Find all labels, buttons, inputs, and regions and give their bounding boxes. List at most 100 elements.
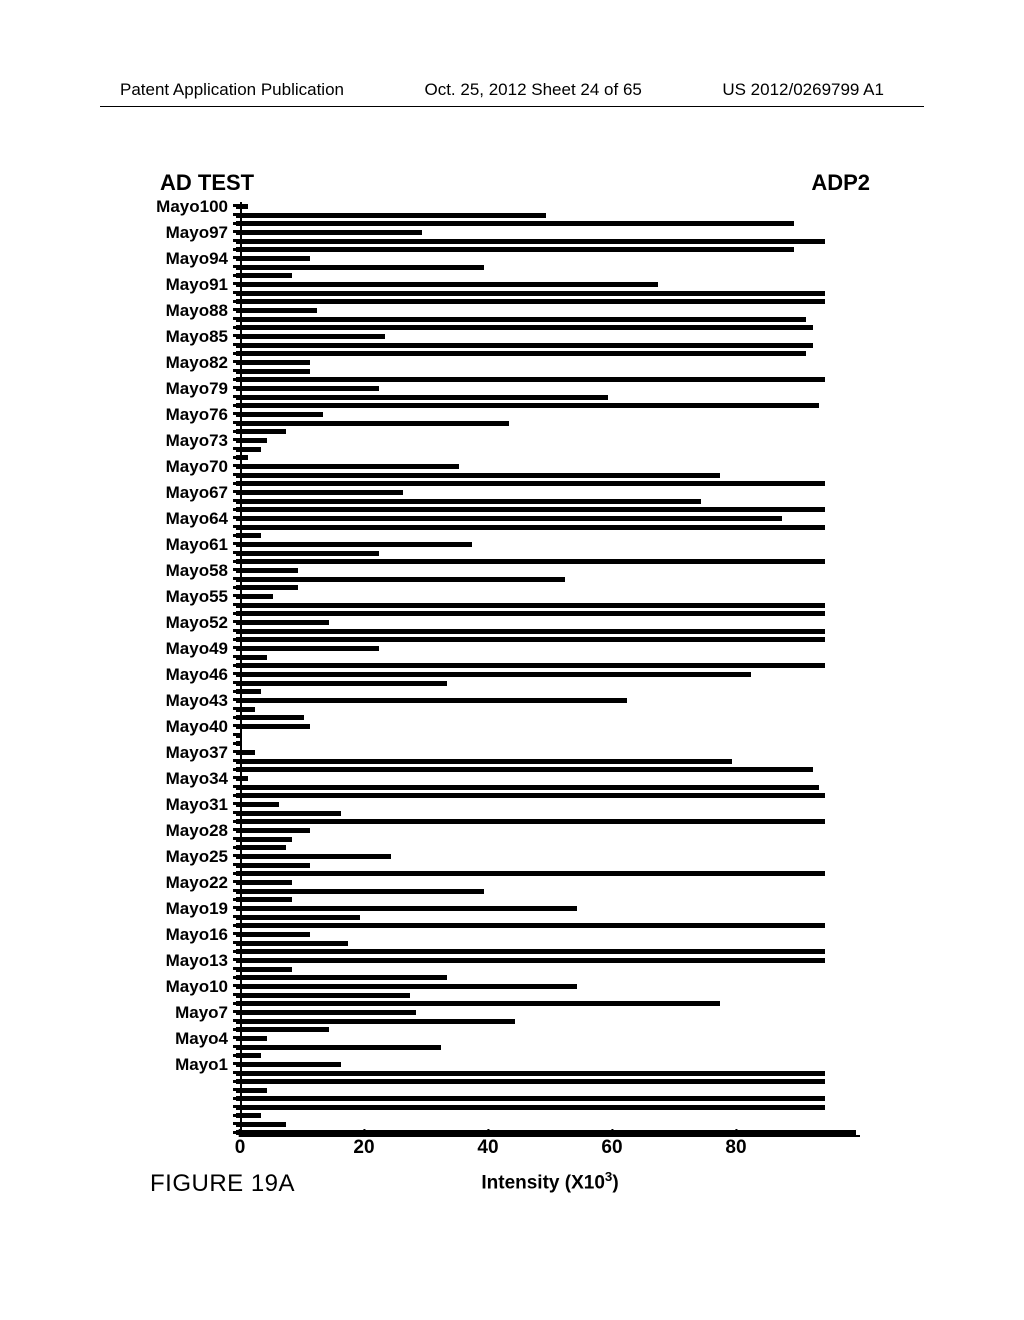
bar-cell bbox=[236, 289, 890, 298]
bar bbox=[236, 473, 720, 478]
bar-cell bbox=[236, 896, 890, 905]
bar-cell bbox=[236, 887, 890, 896]
bar bbox=[236, 395, 608, 400]
x-axis-label-suffix: ) bbox=[612, 1172, 618, 1193]
x-tick-label: 40 bbox=[477, 1137, 498, 1158]
y-tick bbox=[233, 915, 236, 918]
y-axis-label: Mayo28 bbox=[130, 821, 236, 841]
bar-cell bbox=[236, 696, 890, 705]
table-row bbox=[130, 237, 890, 246]
y-tick bbox=[233, 542, 236, 545]
y-tick bbox=[233, 560, 236, 563]
y-axis-label: Mayo82 bbox=[130, 353, 236, 373]
table-row bbox=[130, 783, 890, 792]
bar-cell bbox=[236, 592, 890, 601]
table-row bbox=[130, 913, 890, 922]
table-row: Mayo19 bbox=[130, 904, 890, 913]
bar-cell bbox=[236, 1043, 890, 1052]
bar-cell bbox=[236, 653, 890, 662]
y-axis-label: Mayo1 bbox=[130, 1055, 236, 1075]
bar bbox=[236, 334, 385, 339]
table-row: Mayo34 bbox=[130, 774, 890, 783]
table-row bbox=[130, 766, 890, 775]
y-axis-label: Mayo91 bbox=[130, 275, 236, 295]
table-row bbox=[130, 1120, 890, 1129]
y-axis-label: Mayo4 bbox=[130, 1029, 236, 1049]
bar-cell bbox=[236, 1078, 890, 1087]
y-tick bbox=[233, 846, 236, 849]
bar bbox=[236, 629, 825, 634]
y-tick bbox=[233, 317, 236, 320]
table-row bbox=[130, 298, 890, 307]
bar-cell bbox=[236, 575, 890, 584]
bar bbox=[236, 949, 825, 954]
table-row bbox=[130, 974, 890, 983]
y-tick bbox=[233, 1019, 236, 1022]
bar-cell bbox=[236, 202, 890, 211]
bar bbox=[236, 464, 459, 469]
bar bbox=[236, 733, 242, 738]
table-row: Mayo13 bbox=[130, 956, 890, 965]
y-tick bbox=[233, 291, 236, 294]
bar bbox=[236, 1079, 825, 1084]
bar bbox=[236, 663, 825, 668]
table-row: Mayo100 bbox=[130, 202, 890, 211]
y-axis-label: Mayo13 bbox=[130, 951, 236, 971]
bar-cell bbox=[236, 757, 890, 766]
bar bbox=[236, 975, 447, 980]
table-row: Mayo76 bbox=[130, 410, 890, 419]
bar-cell bbox=[236, 1052, 890, 1061]
bar bbox=[236, 811, 341, 816]
table-row bbox=[130, 991, 890, 1000]
bar bbox=[236, 715, 304, 720]
table-row bbox=[130, 350, 890, 359]
bar-chart: Mayo100Mayo97Mayo94Mayo91Mayo88Mayo85May… bbox=[130, 202, 890, 1194]
bar-cell bbox=[236, 532, 890, 541]
y-tick bbox=[233, 664, 236, 667]
bar bbox=[236, 1010, 416, 1015]
y-tick bbox=[233, 525, 236, 528]
bar-cell bbox=[236, 1000, 890, 1009]
bar bbox=[236, 213, 546, 218]
y-axis-label: Mayo79 bbox=[130, 379, 236, 399]
y-tick bbox=[233, 464, 236, 467]
y-tick bbox=[233, 404, 236, 407]
table-row bbox=[130, 549, 890, 558]
table-row bbox=[130, 662, 890, 671]
chart-title-left: AD TEST bbox=[160, 170, 254, 196]
bar bbox=[236, 1062, 341, 1067]
y-tick bbox=[233, 1036, 236, 1039]
figure-caption: FIGURE 19A bbox=[150, 1170, 295, 1198]
bar bbox=[236, 542, 472, 547]
table-row: Mayo70 bbox=[130, 462, 890, 471]
bar bbox=[236, 759, 732, 764]
table-row: Mayo79 bbox=[130, 384, 890, 393]
y-axis-label: Mayo16 bbox=[130, 925, 236, 945]
y-tick bbox=[233, 378, 236, 381]
bar bbox=[236, 369, 310, 374]
y-tick bbox=[233, 681, 236, 684]
table-row bbox=[130, 610, 890, 619]
table-row bbox=[130, 601, 890, 610]
y-tick bbox=[233, 672, 236, 675]
y-tick bbox=[233, 932, 236, 935]
y-tick bbox=[233, 456, 236, 459]
table-row bbox=[130, 731, 890, 740]
y-axis-label: Mayo10 bbox=[130, 977, 236, 997]
bar bbox=[236, 343, 813, 348]
y-tick bbox=[233, 482, 236, 485]
y-axis-label: Mayo37 bbox=[130, 743, 236, 763]
header-rule bbox=[100, 106, 924, 107]
y-tick bbox=[233, 551, 236, 554]
y-tick bbox=[233, 516, 236, 519]
bar-cell bbox=[236, 272, 890, 281]
bar bbox=[236, 481, 825, 486]
y-tick bbox=[233, 638, 236, 641]
bar bbox=[236, 265, 484, 270]
bar-cell bbox=[236, 367, 890, 376]
y-tick bbox=[233, 300, 236, 303]
bar-cell bbox=[236, 1112, 890, 1121]
bar-cell bbox=[236, 1008, 890, 1017]
bar bbox=[236, 620, 329, 625]
x-tick: 80 bbox=[725, 1137, 746, 1159]
